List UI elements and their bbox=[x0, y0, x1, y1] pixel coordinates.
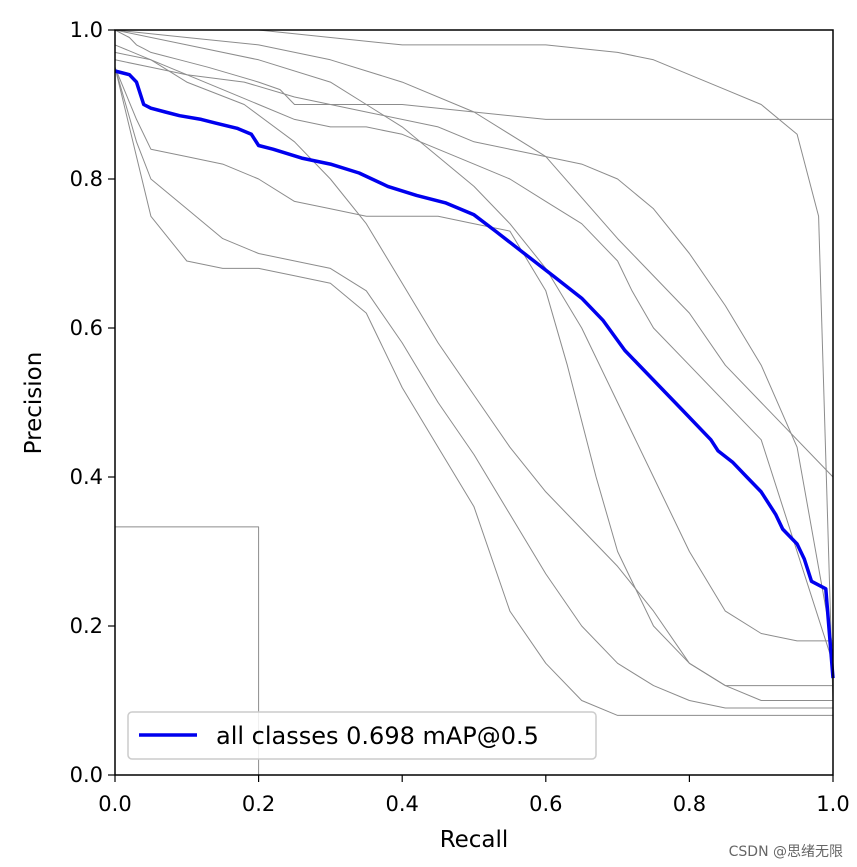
series-line-all-classes bbox=[114, 69, 835, 679]
legend-box bbox=[127, 711, 597, 760]
x-tick-label: 1.0 bbox=[816, 792, 849, 816]
x-tick-label: 0.8 bbox=[673, 792, 706, 816]
plot-frame bbox=[114, 29, 834, 776]
series-line-class-6 bbox=[114, 67, 833, 701]
x-tick-label: 0.2 bbox=[242, 792, 275, 816]
y-tick-label: 0.2 bbox=[70, 614, 103, 638]
series-line-class-7 bbox=[114, 67, 833, 709]
plot-area bbox=[115, 30, 833, 775]
x-tick-label: 0.0 bbox=[98, 792, 131, 816]
series-line-class-9 bbox=[114, 44, 833, 687]
series-line-class-3 bbox=[114, 59, 834, 649]
series-line-class-4 bbox=[114, 51, 834, 664]
ticks-layer: 0.0 0.2 0.4 0.6 0.8 1.0 0.0 0.2 0.4 0.6 0.8 1.0 bbox=[70, 18, 850, 816]
x-axis-label: Recall bbox=[440, 827, 509, 853]
legend-label: all classes 0.698 mAP@0.5 bbox=[216, 722, 539, 750]
x-tick-label: 0.6 bbox=[529, 792, 562, 816]
x-tick-label: 0.4 bbox=[385, 792, 418, 816]
series-line-class-2 bbox=[115, 29, 834, 701]
y-tick-label: 0.6 bbox=[70, 316, 103, 340]
series-line-class-5 bbox=[114, 29, 833, 642]
watermark: CSDN @思绪无限 bbox=[728, 844, 843, 860]
series-line-class-8 bbox=[114, 67, 833, 716]
legend: all classes 0.698 mAP@0.5 bbox=[127, 711, 597, 760]
series-line-class-1 bbox=[114, 29, 833, 120]
y-tick-label: 0.0 bbox=[70, 763, 103, 787]
y-tick-label: 1.0 bbox=[70, 18, 103, 42]
y-tick-label: 0.4 bbox=[70, 465, 103, 489]
series-line-class-10 bbox=[114, 29, 834, 478]
y-axis-label: Precision bbox=[21, 352, 47, 455]
y-tick-label: 0.8 bbox=[70, 167, 103, 191]
